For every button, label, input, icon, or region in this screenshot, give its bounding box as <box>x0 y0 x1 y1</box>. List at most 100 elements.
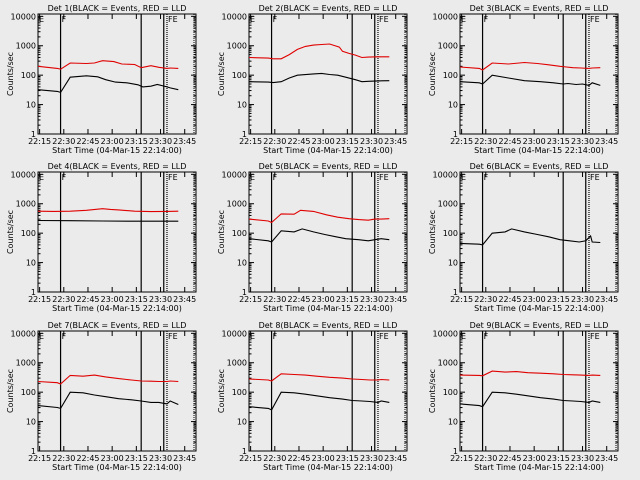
y-tick-label: 100 <box>232 71 247 80</box>
series-line-lld <box>248 209 390 224</box>
x-tick-label: 23:00 <box>101 137 124 146</box>
y-tick-label: 1 <box>242 288 247 297</box>
x-tick-label: 23:15 <box>336 295 359 304</box>
y-tick-label: 100 <box>21 388 36 397</box>
series-line-lld <box>459 61 601 71</box>
y-tick-label: 1000 <box>16 359 36 368</box>
y-tick-label: 1000 <box>16 200 36 209</box>
panel-det-4: 1 10 100 1000 10000 22:15 22:30 22:45 23:00 23:15… <box>6 162 197 313</box>
x-tick-label: 22:45 <box>287 454 310 463</box>
y-tick-label: 10000 <box>11 329 36 338</box>
x-tick-label: 22:15 <box>239 137 262 146</box>
panel-title: Det 6(BLACK = Events, RED = LLD <box>470 162 609 171</box>
y-tick-label: 1000 <box>227 359 247 368</box>
x-tick-label: 23:30 <box>360 454 383 463</box>
x-tick-label: 22:30 <box>474 295 497 304</box>
panel-title: Det 3(BLACK = Events, RED = LLD <box>470 4 609 13</box>
series-line-events <box>459 228 601 246</box>
series-line-events <box>37 75 179 94</box>
flag-label: F <box>273 15 278 24</box>
flag-label: E <box>250 15 255 24</box>
y-tick-label: 1000 <box>438 200 458 209</box>
x-tick-label: 23:30 <box>571 137 594 146</box>
x-axis-label: Start Time (04-Mar-15 22:14:00) <box>474 304 604 313</box>
y-tick-label: 10000 <box>222 12 247 21</box>
x-tick-label: 22:15 <box>28 137 51 146</box>
y-tick-label: 1000 <box>227 42 247 51</box>
series-line-events <box>248 72 390 84</box>
x-tick-label: 23:45 <box>173 295 196 304</box>
y-tick-label: 100 <box>21 71 36 80</box>
x-tick-label: 22:15 <box>450 454 473 463</box>
x-tick-label: 23:15 <box>547 454 570 463</box>
flag-label: E <box>250 332 255 341</box>
y-tick-label: 10 <box>237 101 247 110</box>
x-tick-label: 23:00 <box>101 295 124 304</box>
y-tick-label: 10 <box>448 259 458 268</box>
x-tick-label: 23:15 <box>125 454 148 463</box>
flag-label: E <box>39 173 44 182</box>
x-tick-label: 23:45 <box>384 137 407 146</box>
panel-det-7: 1 10 100 1000 10000 22:15 22:30 22:45 23:00 23:15… <box>6 321 197 472</box>
x-tick-label: 23:30 <box>571 295 594 304</box>
flag-label: F <box>62 173 67 182</box>
flag-label: E <box>250 173 255 182</box>
series-line-lld <box>37 60 179 70</box>
y-axis-label: Counts/sec <box>6 210 15 254</box>
series-line-events <box>37 391 179 410</box>
flag-label: FE <box>168 173 178 182</box>
x-tick-label: 23:15 <box>125 137 148 146</box>
x-tick-label: 23:45 <box>173 454 196 463</box>
x-tick-label: 23:30 <box>571 454 594 463</box>
plot-frame <box>459 171 619 293</box>
x-tick-label: 22:15 <box>450 137 473 146</box>
x-tick-label: 23:45 <box>173 137 196 146</box>
x-tick-label: 22:15 <box>239 454 262 463</box>
y-axis-label: Counts/sec <box>217 52 226 96</box>
x-tick-label: 22:30 <box>474 454 497 463</box>
flag-label: E <box>39 332 44 341</box>
x-axis-label: Start Time (04-Mar-15 22:14:00) <box>52 463 182 472</box>
x-tick-label: 23:15 <box>336 454 359 463</box>
y-tick-label: 1000 <box>438 42 458 51</box>
x-tick-label: 23:00 <box>101 454 124 463</box>
flag-label: E <box>39 15 44 24</box>
panel-title: Det 2(BLACK = Events, RED = LLD <box>259 4 398 13</box>
x-tick-label: 23:00 <box>312 137 335 146</box>
y-tick-label: 1 <box>453 447 458 456</box>
plot-frame <box>248 330 408 452</box>
panel-title: Det 4(BLACK = Events, RED = LLD <box>48 162 187 171</box>
x-tick-label: 23:00 <box>523 295 546 304</box>
flag-label: F <box>62 15 67 24</box>
series-line-lld <box>459 370 601 377</box>
x-tick-label: 22:30 <box>263 454 286 463</box>
x-tick-label: 22:45 <box>287 295 310 304</box>
plot-frame <box>37 171 197 293</box>
y-tick-label: 100 <box>443 229 458 238</box>
x-axis-label: Start Time (04-Mar-15 22:14:00) <box>52 304 182 313</box>
x-axis-label: Start Time (04-Mar-15 22:14:00) <box>263 146 393 155</box>
y-axis-label: Counts/sec <box>217 210 226 254</box>
series-line-events <box>459 74 601 86</box>
y-tick-label: 100 <box>443 71 458 80</box>
y-tick-label: 10 <box>237 259 247 268</box>
flag-label: F <box>484 15 489 24</box>
y-tick-label: 10 <box>26 259 36 268</box>
plot-frame <box>37 13 197 135</box>
x-tick-label: 23:45 <box>384 454 407 463</box>
y-tick-label: 10000 <box>433 170 458 179</box>
x-tick-label: 22:45 <box>498 137 521 146</box>
x-tick-label: 23:15 <box>547 295 570 304</box>
plot-frame <box>459 330 619 452</box>
y-tick-label: 1 <box>453 130 458 139</box>
x-axis-label: Start Time (04-Mar-15 22:14:00) <box>263 304 393 313</box>
y-axis-label: Counts/sec <box>6 369 15 413</box>
flag-label: FE <box>590 332 600 341</box>
y-tick-label: 1000 <box>227 200 247 209</box>
panel-title: Det 5(BLACK = Events, RED = LLD <box>259 162 398 171</box>
flag-label: FE <box>168 15 178 24</box>
x-tick-label: 22:30 <box>263 295 286 304</box>
series-line-events <box>37 219 179 222</box>
flag-label: FE <box>590 15 600 24</box>
